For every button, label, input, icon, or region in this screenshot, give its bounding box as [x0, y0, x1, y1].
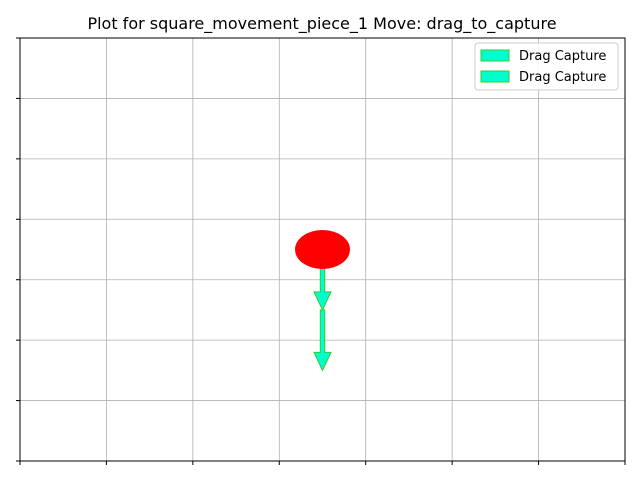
chart-title: Plot for square_movement_piece_1 Move: d… — [87, 14, 556, 34]
legend-box — [474, 42, 619, 91]
drag-capture-arrow — [313, 309, 332, 372]
legend-entry: Drag Capture — [519, 49, 606, 64]
piece-layer — [295, 230, 350, 269]
piece-marker — [295, 230, 350, 269]
legend-entry: Drag Capture — [519, 70, 606, 85]
arrow-layer — [313, 249, 332, 372]
legend-swatch — [480, 70, 510, 83]
legend: Drag Capture Drag Capture — [474, 42, 619, 91]
axis-ticks — [16, 37, 626, 465]
plot-frame — [19, 37, 626, 462]
legend-swatch — [480, 49, 510, 62]
